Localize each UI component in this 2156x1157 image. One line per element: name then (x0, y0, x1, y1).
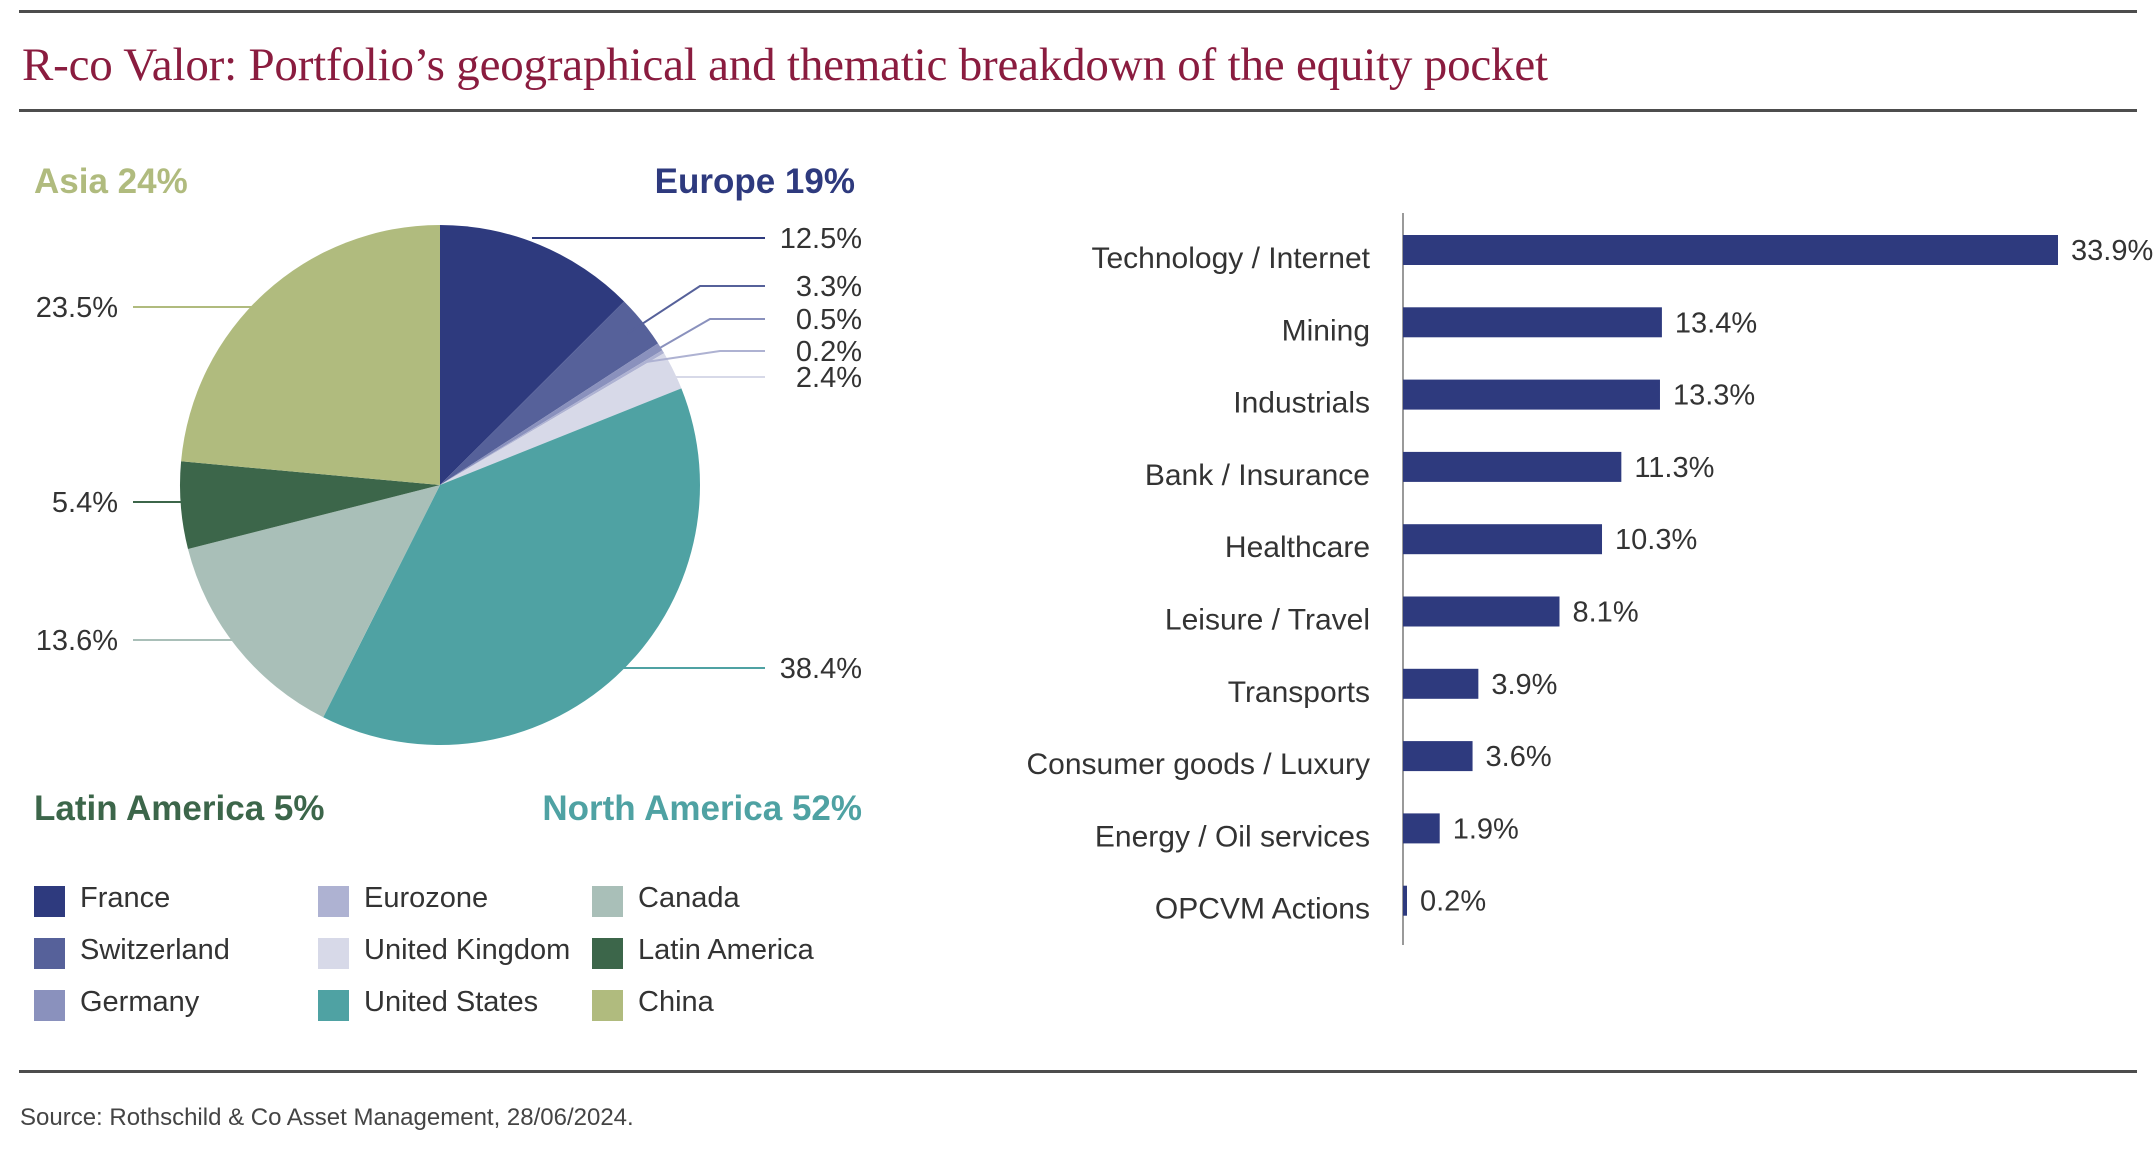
legend-swatch-united-states (318, 990, 349, 1021)
bar-category-label-leisure-travel: Leisure / Travel (1165, 604, 1370, 637)
legend-label-canada: Canada (638, 882, 740, 914)
bar-category-label-mining: Mining (1282, 314, 1370, 347)
region-label-europe: Europe 19% (655, 162, 855, 201)
legend-label-switzerland: Switzerland (80, 934, 230, 966)
region-label-asia: Asia 24% (34, 162, 188, 201)
legend-swatch-france (34, 886, 65, 917)
bar-category-label-consumer-goods-luxury: Consumer goods / Luxury (1026, 748, 1370, 781)
bar-category-label-technology-internet: Technology / Internet (1091, 242, 1370, 275)
bar-value-label-industrials: 13.3% (1673, 380, 1755, 412)
bar-value-label-technology-internet: 33.9% (2071, 235, 2153, 267)
bar-bank-insurance (1403, 451, 1622, 482)
legend-label-eurozone: Eurozone (364, 882, 489, 914)
legend-label-france: France (80, 882, 171, 914)
bar-value-label-bank-insurance: 11.3% (1634, 452, 1714, 484)
legend-label-germany: Germany (80, 986, 200, 1018)
pie-slice-latin-america (180, 461, 440, 549)
pie-slice-france (440, 225, 625, 485)
title-rule (19, 109, 2137, 112)
pie-value-label-eurozone: 0.2% (796, 336, 862, 368)
pie-slice-eurozone (440, 350, 665, 485)
bar-transports (1403, 668, 1479, 699)
pie-slice-united-kingdom (440, 353, 682, 485)
bar-value-label-mining: 13.4% (1675, 307, 1757, 339)
bar-energy-oil-services (1403, 813, 1440, 844)
chart-canvas: 12.5%3.3%0.5%0.2%2.4%38.4%13.6%5.4%23.5%… (34, 162, 2153, 945)
legend-swatch-united-kingdom (318, 938, 349, 969)
page-title: R-co Valor: Portfolio’s geographical and… (22, 39, 1548, 91)
bar-value-label-energy-oil-services: 1.9% (1453, 813, 1519, 845)
bar-healthcare (1403, 524, 1603, 555)
pie-value-label-united-kingdom: 2.4% (796, 362, 862, 394)
pie-slice-china (181, 225, 440, 485)
legend-swatch-eurozone (318, 886, 349, 917)
bar-value-label-healthcare: 10.3% (1615, 524, 1697, 556)
bottom-rule (19, 1070, 2137, 1073)
legend-swatch-germany (34, 990, 65, 1021)
legend-swatch-china (592, 990, 623, 1021)
bar-technology-internet (1403, 235, 2058, 265)
pie-leader-eurozone (645, 350, 765, 363)
legend-label-china: China (638, 986, 714, 1018)
pie-value-label-switzerland: 3.3% (796, 271, 862, 303)
bar-opcvm-actions (1403, 885, 1407, 916)
pie-slice-canada (187, 485, 440, 718)
pie-value-label-canada: 13.6% (36, 625, 118, 657)
pie-leader-switzerland (626, 285, 765, 335)
pie-value-label-germany: 0.5% (796, 304, 862, 336)
pie-slice-germany (440, 343, 663, 485)
legend-label-united-states: United States (364, 986, 539, 1018)
legend-swatch-latin-america (592, 938, 623, 969)
bar-value-label-consumer-goods-luxury: 3.6% (1486, 741, 1552, 773)
bar-category-label-industrials: Industrials (1233, 387, 1370, 420)
legend-label-united-kingdom: United Kingdom (364, 934, 571, 966)
legend-label-latin-america: Latin America (638, 934, 814, 966)
bar-value-label-opcvm-actions: 0.2% (1420, 886, 1486, 918)
bar-category-label-healthcare: Healthcare (1225, 531, 1370, 564)
source-note: Source: Rothschild & Co Asset Management… (20, 1104, 634, 1131)
pie-slice-switzerland (440, 301, 659, 485)
bar-mining (1403, 307, 1662, 338)
legend-swatch-canada (592, 886, 623, 917)
bar-leisure-travel (1403, 596, 1560, 627)
bar-consumer-goods-luxury (1403, 741, 1473, 772)
region-label-north-america: North America 52% (542, 789, 862, 828)
bar-industrials (1403, 379, 1660, 410)
geographical-pie-chart (180, 225, 701, 746)
pie-slice-united-states (323, 388, 701, 746)
legend-swatch-switzerland (34, 938, 65, 969)
pie-region-labels: Europe 19% Asia 24% Latin America 5% North … (34, 162, 862, 828)
pie-value-labels: 12.5% 3.3%0.5%0.2%2.4% 38.4% 13.6% 5.4% 23.5% (36, 223, 862, 685)
pie-value-label-china: 23.5% (36, 292, 118, 324)
thematic-bar-chart: Technology / Internet 33.9% Mining 13.4% Ind… (1026, 213, 2153, 945)
bar-value-label-transports: 3.9% (1491, 669, 1557, 701)
pie-value-label-united-states: 38.4% (780, 653, 862, 685)
bar-category-label-energy-oil-services: Energy / Oil services (1095, 820, 1370, 853)
pie-value-label-france: 12.5% (780, 223, 862, 255)
pie-leader-germany (642, 318, 765, 359)
bar-category-label-opcvm-actions: OPCVM Actions (1155, 893, 1370, 926)
region-label-latin-america: Latin America 5% (34, 789, 324, 828)
bar-category-label-transports: Transports (1228, 676, 1370, 709)
top-rule (19, 10, 2137, 13)
pie-value-label-latin-america: 5.4% (52, 487, 118, 519)
bar-category-label-bank-insurance: Bank / Insurance (1145, 459, 1370, 492)
bar-value-label-leisure-travel: 8.1% (1573, 597, 1639, 629)
